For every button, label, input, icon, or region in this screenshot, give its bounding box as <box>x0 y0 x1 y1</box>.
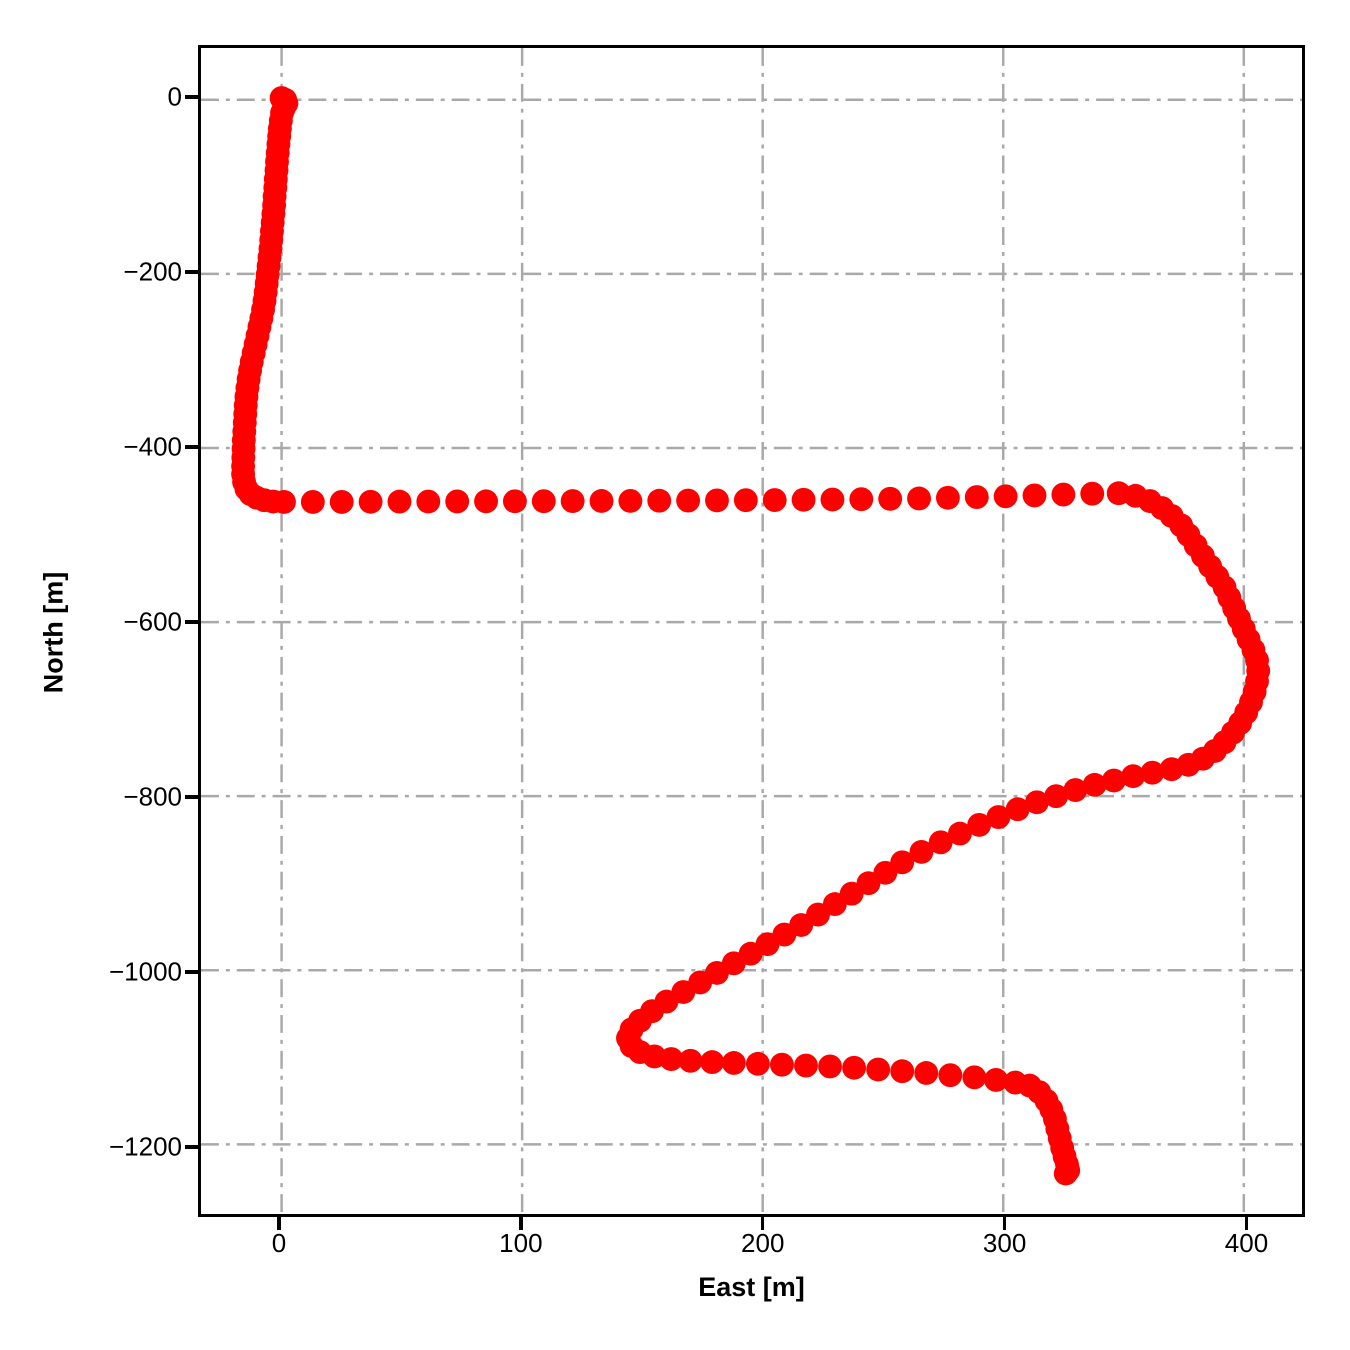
data-point <box>1005 797 1030 822</box>
data-point <box>474 489 498 514</box>
data-point <box>818 1054 842 1079</box>
plot-area <box>198 45 1305 1217</box>
data-point <box>721 1051 746 1075</box>
data-point <box>986 805 1011 830</box>
data-point <box>618 488 643 513</box>
data-point <box>1044 784 1069 809</box>
data-point <box>272 490 296 514</box>
x-tick-mark <box>760 1217 765 1230</box>
data-point <box>914 1061 939 1085</box>
data-point <box>329 490 354 514</box>
x-tick-label: 200 <box>741 1228 785 1258</box>
data-point <box>907 486 931 511</box>
data-point <box>678 1048 703 1073</box>
data-point <box>866 1057 891 1082</box>
data-point <box>769 1052 794 1077</box>
data-point <box>1080 481 1105 506</box>
y-tick-mark <box>185 270 198 274</box>
data-point <box>1101 768 1126 793</box>
y-tick-mark <box>185 795 198 799</box>
data-point <box>705 488 729 513</box>
data-point <box>659 1047 684 1071</box>
data-point <box>984 1068 1008 1092</box>
data-point <box>948 821 972 846</box>
data-point <box>909 839 934 864</box>
data-point <box>416 489 441 514</box>
data-point <box>358 489 383 514</box>
y-axis-label: North [m] <box>38 571 69 694</box>
y-tick-label: −600 <box>123 606 182 637</box>
trajectory-series <box>231 86 1271 1186</box>
y-tick-mark <box>185 1145 198 1149</box>
data-point <box>967 812 992 837</box>
data-point <box>1024 790 1049 815</box>
x-tick-label: 0 <box>271 1228 287 1258</box>
data-point <box>842 1055 867 1080</box>
data-point <box>890 1059 915 1084</box>
plot-canvas <box>201 48 1302 1214</box>
data-point <box>993 484 1018 509</box>
data-point <box>1063 778 1088 803</box>
data-point <box>878 486 903 511</box>
data-point <box>762 488 787 512</box>
data-point <box>849 487 874 512</box>
data-point <box>700 1050 725 1075</box>
data-point <box>791 487 816 512</box>
data-point <box>676 488 701 513</box>
y-tick-mark <box>185 620 198 624</box>
data-point <box>589 489 614 513</box>
x-axis-label: East [m] <box>698 1272 805 1302</box>
data-point <box>531 489 556 514</box>
data-point <box>938 1063 963 1088</box>
x-tick-mark <box>1002 1217 1007 1230</box>
x-tick-mark <box>519 1217 523 1230</box>
data-point <box>1082 772 1107 797</box>
data-point <box>1022 483 1047 508</box>
data-point <box>964 485 989 510</box>
data-point <box>647 488 672 513</box>
data-point <box>1140 760 1165 785</box>
x-tick-label: 100 <box>499 1228 543 1258</box>
data-point <box>935 485 960 510</box>
data-point <box>560 489 585 514</box>
x-tick-mark <box>1244 1217 1249 1230</box>
y-tick-label: −1200 <box>108 1131 182 1162</box>
y-tick-label: −800 <box>123 781 182 812</box>
x-tick-label: 300 <box>982 1228 1027 1258</box>
data-point <box>300 490 325 514</box>
data-point <box>387 489 412 514</box>
data-point <box>820 487 845 512</box>
data-point <box>928 830 953 855</box>
data-point <box>794 1053 818 1078</box>
data-point <box>1121 764 1146 789</box>
data-point <box>745 1051 770 1076</box>
x-tick-mark <box>277 1217 281 1230</box>
data-point <box>1159 757 1184 782</box>
y-tick-label: −400 <box>123 431 182 462</box>
y-tick-label: −200 <box>123 256 182 287</box>
y-tick-mark <box>185 970 198 974</box>
y-tick-mark <box>185 445 198 449</box>
x-tick-label: 400 <box>1224 1228 1269 1258</box>
data-point <box>962 1065 987 1090</box>
data-point <box>445 489 470 514</box>
y-tick-label: 0 <box>167 81 182 112</box>
y-tick-label: −1000 <box>108 956 182 987</box>
data-point <box>1051 482 1076 507</box>
data-point <box>502 489 527 514</box>
data-point <box>733 488 758 513</box>
data-point <box>1053 1161 1078 1186</box>
y-tick-mark <box>185 95 198 99</box>
grid-layer <box>201 48 1302 1214</box>
